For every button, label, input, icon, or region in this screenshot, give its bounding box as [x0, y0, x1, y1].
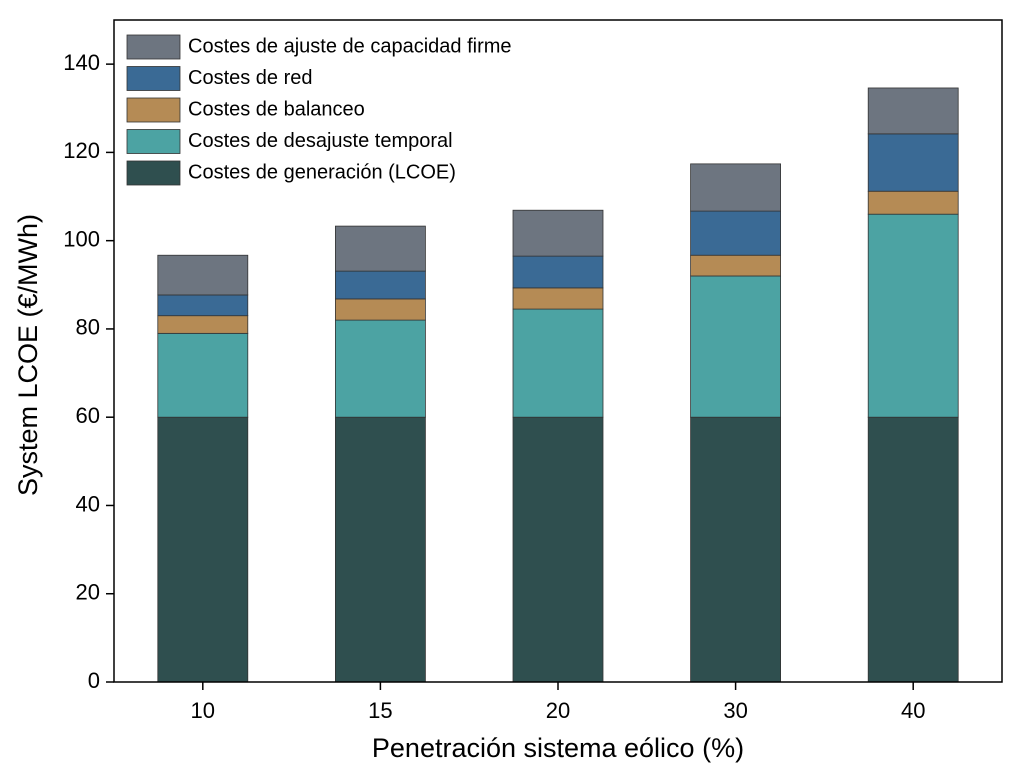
bar-segment — [867, 213, 959, 418]
bar-segment — [867, 416, 959, 683]
bar-segment — [512, 209, 604, 257]
bar-segment — [867, 190, 959, 215]
legend-label: Costes de desajuste temporal — [188, 130, 453, 152]
bar-segment — [690, 210, 781, 256]
bar-segment — [512, 255, 604, 289]
y-tick-label: 140 — [63, 50, 100, 75]
bar-segment — [690, 254, 781, 277]
bar-segment — [157, 416, 249, 683]
legend-swatch — [126, 160, 181, 186]
legend-swatch — [126, 34, 181, 60]
bar-segment — [157, 254, 249, 296]
plot-frame — [113, 19, 1003, 683]
legend-label: Costes de ajuste de capacidad firme — [188, 35, 512, 57]
bar-segment — [334, 225, 426, 272]
bar-segment — [512, 287, 604, 310]
y-tick-label: 120 — [63, 138, 100, 163]
legend-label: Costes de balanceo — [188, 98, 365, 120]
bar-segment — [334, 270, 426, 300]
bar-segment — [334, 298, 426, 321]
bar-segment — [690, 275, 781, 418]
bar-segment — [690, 163, 781, 212]
bar-segment — [867, 87, 959, 135]
bar-segment — [334, 319, 426, 418]
y-tick-label: 0 — [88, 668, 100, 693]
legend-label: Costes de generación (LCOE) — [188, 161, 456, 183]
x-tick-label: 40 — [901, 698, 925, 723]
x-tick-label: 15 — [368, 698, 392, 723]
bar-segment — [512, 308, 604, 418]
bar-segment — [157, 332, 249, 418]
y-axis-label: System LCOE (€/MWh) — [13, 214, 43, 496]
x-axis-label: Penetración sistema eólico (%) — [372, 733, 744, 763]
y-tick-label: 20 — [76, 580, 100, 605]
x-tick-label: 20 — [546, 698, 570, 723]
x-tick-label: 30 — [723, 698, 747, 723]
bar-segment — [157, 315, 249, 334]
y-tick-label: 40 — [76, 491, 100, 516]
y-tick-label: 60 — [76, 403, 100, 428]
legend-swatch — [126, 97, 181, 123]
legend-label: Costes de red — [188, 67, 313, 89]
y-tick-label: 100 — [63, 226, 100, 251]
bar-segment — [512, 416, 604, 683]
bar-segment — [334, 416, 426, 683]
legend-swatch — [126, 129, 181, 154]
y-tick-label: 80 — [76, 315, 100, 340]
legend-swatch — [126, 66, 181, 91]
x-tick-label: 10 — [191, 698, 215, 723]
bar-segment — [690, 416, 781, 683]
bar-segment — [157, 294, 249, 317]
bar-segment — [867, 133, 959, 192]
